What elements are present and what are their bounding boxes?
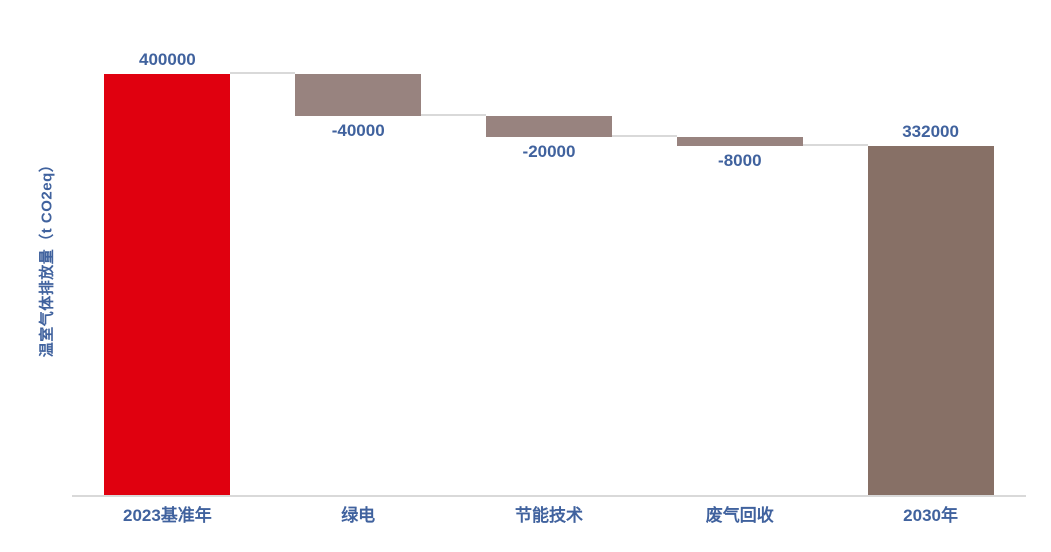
waterfall-bar-0 xyxy=(104,74,231,495)
category-label-1: 绿电 xyxy=(341,506,376,525)
waterfall-bar-2 xyxy=(486,116,612,138)
waterfall-bar-4 xyxy=(867,145,994,495)
waterfall-bar-1 xyxy=(295,74,422,117)
value-label-2: -20000 xyxy=(522,142,576,162)
connector-line-1 xyxy=(421,114,486,117)
value-label-1: -40000 xyxy=(331,121,385,141)
x-axis-line xyxy=(72,495,1026,497)
y-axis-title: 温室气体排放量（t CO2eq） xyxy=(38,156,56,358)
value-label-4: 332000 xyxy=(902,121,959,141)
category-label-0: 2023基准年 xyxy=(122,506,212,525)
connector-line-0 xyxy=(230,72,296,74)
connector-line-3 xyxy=(802,143,868,146)
category-label-2: 节能技术 xyxy=(514,506,583,525)
category-label-4: 2030年 xyxy=(903,506,958,525)
waterfall-bar-3 xyxy=(676,137,803,146)
value-label-0: 400000 xyxy=(139,50,196,69)
connector-line-2 xyxy=(612,135,677,138)
category-label-3: 废气回收 xyxy=(705,506,774,525)
value-label-3: -8000 xyxy=(718,150,762,170)
